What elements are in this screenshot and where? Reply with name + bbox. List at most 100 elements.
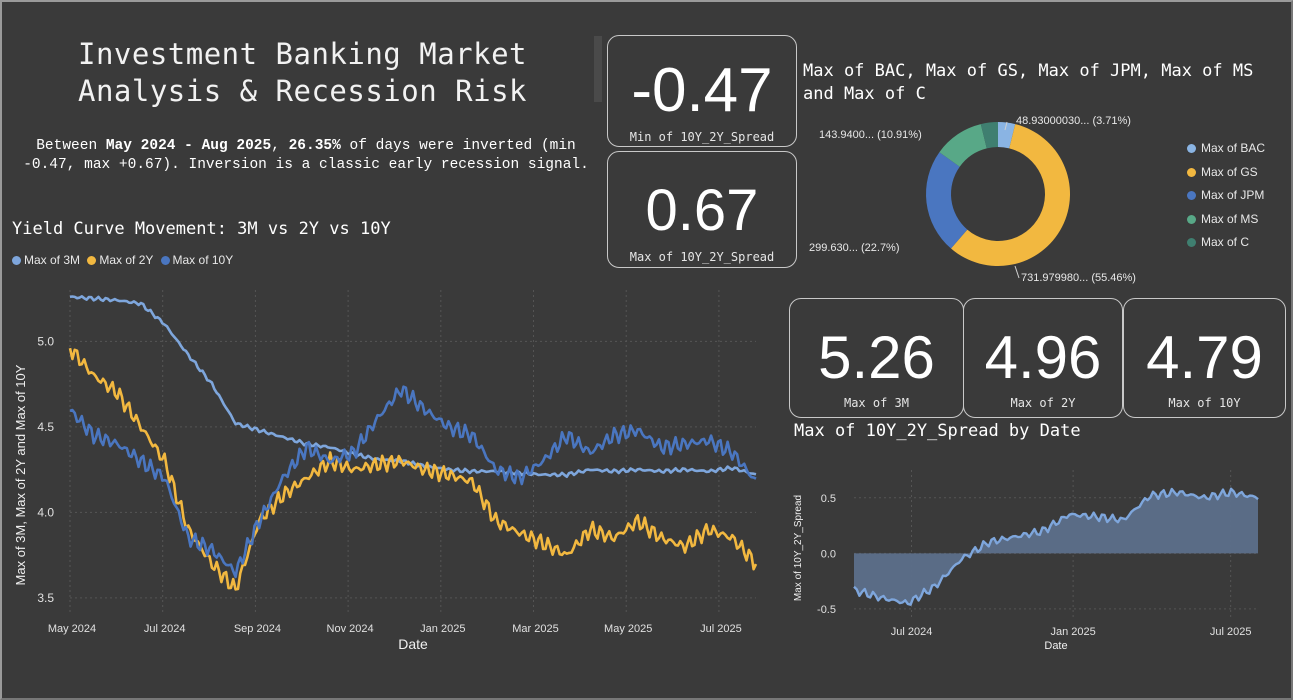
kpi-max-10y-value: 4.79: [1146, 324, 1263, 391]
yield-x-tick-label: May 2024: [48, 623, 96, 635]
donut-legend-dot: [1187, 144, 1196, 153]
yield-x-ticks: May 2024 Jul 2024 Sep 2024 Nov 2024 Jan 2025…: [48, 623, 742, 635]
summary-period: May 2024 - Aug 2025: [105, 138, 272, 154]
donut-legend-item-jpm[interactable]: Max of JPM: [1187, 188, 1265, 202]
kpi-max-10y-label: Max of 10Y: [1168, 396, 1241, 410]
donut-legend-label: Max of C: [1201, 235, 1250, 249]
yield-y-tick-label: 5.0: [37, 334, 54, 348]
donut-legend-dot: [1187, 167, 1196, 177]
yield-x-tick-label: Nov 2024: [327, 623, 374, 635]
yield-grid: [69, 290, 756, 615]
kpi-min-spread-label: Min of 10Y_2Y_Spread: [629, 130, 775, 144]
yield-y-axis-label: Max of 3M, Max of 2Y and Max of 10Y: [13, 364, 28, 585]
yield-x-tick-label: Jan 2025: [420, 623, 465, 635]
legend-item-10y[interactable]: Max of 10Y: [160, 253, 234, 267]
kpi-max-spread-value: 0.67: [645, 178, 759, 243]
yield-x-tick-label: Sep 2024: [234, 623, 281, 635]
spread-x-tick-label: Jan 2025: [1050, 626, 1095, 638]
yield-lines: [68, 295, 758, 591]
legend-label-3m: Max of 3M: [24, 253, 81, 267]
donut-legend-item-bac[interactable]: Max of BAC: [1187, 141, 1265, 155]
spread-x-tick-label: Jul 2024: [891, 626, 933, 638]
donut-slice-ms[interactable]: [939, 124, 987, 167]
yield-x-axis-label: Date: [398, 636, 428, 652]
donut-legend-item-gs[interactable]: Max of GS: [1187, 165, 1265, 179]
donut-legend-item-ms[interactable]: Max of MS: [1187, 212, 1265, 226]
legend-dot-3m: [12, 256, 21, 265]
kpi-max-2y-label: Max of 2Y: [1010, 396, 1076, 410]
spread-x-axis-label: Date: [1044, 640, 1067, 652]
donut-legend: Max of BAC Max of GS Max of JPM Max of MS Ma…: [1187, 141, 1265, 259]
donut-slices: [926, 122, 1070, 266]
slice-label-gs: 731.979980... (55.46%): [1021, 272, 1136, 284]
kpi-max-spread-label: Max of 10Y_2Y_Spread: [629, 250, 775, 264]
donut-chart-title: Max of BAC, Max of GS, Max of JPM, Max o…: [803, 61, 1254, 104]
donut-slice-gs[interactable]: [950, 124, 1070, 266]
spread-y-ticks: 0.5 0.0 -0.5: [817, 493, 836, 616]
kpi-max-10y-card[interactable]: 4.79 Max of 10Y: [1123, 298, 1286, 418]
summary-text-2: ,: [271, 138, 289, 154]
summary-text-1: Between: [36, 138, 106, 154]
donut-slice-bac[interactable]: [998, 122, 1016, 149]
kpi-max-3m-card[interactable]: 5.26 Max of 3M: [789, 298, 964, 418]
spread-y-axis-label: Max of 10Y_2Y_Spread: [793, 495, 804, 601]
spread-line[interactable]: [853, 487, 1259, 606]
kpi-max-3m-value: 5.26: [818, 324, 935, 391]
spread-y-tick-label: 0.0: [821, 548, 836, 560]
legend-dot-10y: [160, 256, 170, 265]
bank-stock-donut-chart[interactable]: 48.93000030... (3.71%) 143.9400... (10.9…: [790, 108, 1180, 286]
yield-x-tick-label: Jul 2024: [144, 623, 186, 635]
spread-y-tick-label: -0.5: [817, 604, 836, 616]
donut-legend-label: Max of MS: [1201, 211, 1259, 226]
donut-slice-jpm[interactable]: [926, 152, 968, 249]
legend-item-2y[interactable]: Max of 2Y: [87, 253, 153, 267]
donut-slice-c[interactable]: [980, 122, 998, 149]
spread-y-tick-label: 0.5: [821, 493, 836, 505]
spread-area-fill: [854, 488, 1258, 605]
legend-label-2y: Max of 2Y: [99, 253, 154, 267]
yield-chart-title: Yield Curve Movement: 3M vs 2Y vs 10Y: [12, 219, 391, 239]
yield-curve-chart[interactable]: 5.0 4.5 4.0 3.5 May 2024 Jul 2024 Sep 2024 Nov…: [0, 270, 780, 660]
yield-y-tick-label: 4.0: [37, 505, 54, 519]
legend-label-10y: Max of 10Y: [172, 253, 234, 267]
slice-label-jpm: 299.630... (22.7%): [809, 242, 900, 254]
spread-chart-title: Max of 10Y_2Y_Spread by Date: [794, 421, 1081, 441]
yield-line-2y[interactable]: [68, 347, 758, 591]
donut-legend-label: Max of GS: [1201, 164, 1258, 179]
yield-x-tick-label: Jul 2025: [700, 623, 742, 635]
inversion-summary: Between May 2024 - Aug 2025, 26.35% of d…: [20, 137, 592, 175]
slice-label-bac: 48.93000030... (3.71%): [1016, 115, 1131, 127]
kpi-max-2y-card[interactable]: 4.96 Max of 2Y: [963, 298, 1123, 418]
summary-text-3: of days were inverted (min -0.47, max +0…: [23, 138, 589, 173]
kpi-max-spread-card[interactable]: 0.67 Max of 10Y_2Y_Spread: [607, 151, 797, 268]
yield-line-3m[interactable]: [69, 295, 757, 478]
donut-legend-item-c[interactable]: Max of C: [1187, 235, 1265, 249]
label-leader-gs: [1014, 265, 1020, 279]
yield-y-tick-label: 3.5: [37, 591, 54, 605]
spread-area: [853, 487, 1259, 606]
legend-item-3m[interactable]: Max of 3M: [12, 253, 80, 267]
yield-y-tick-label: 4.5: [37, 420, 54, 434]
summary-percent: 26.35%: [288, 138, 341, 154]
donut-legend-label: Max of JPM: [1201, 188, 1265, 202]
title-divider: [594, 36, 602, 102]
kpi-max-2y-value: 4.96: [984, 324, 1102, 391]
spread-area-chart[interactable]: 0.5 0.0 -0.5 Jul 2024 Jan 2025 Jul 2025 Date…: [786, 445, 1286, 660]
spread-x-tick-label: Jul 2025: [1210, 626, 1252, 638]
kpi-min-spread-value: -0.47: [631, 56, 773, 125]
yield-chart-legend: Max of 3M Max of 2Y Max of 10Y: [12, 253, 233, 267]
donut-legend-label: Max of BAC: [1201, 141, 1266, 155]
yield-y-ticks: 5.0 4.5 4.0 3.5: [37, 334, 54, 605]
dashboard-title: Investment Banking Market Analysis & Rec…: [78, 37, 527, 108]
spread-x-ticks: Jul 2024 Jan 2025 Jul 2025: [891, 626, 1252, 638]
kpi-max-3m-label: Max of 3M: [843, 396, 910, 410]
donut-legend-dot: [1187, 238, 1196, 247]
yield-x-tick-label: May 2025: [604, 623, 652, 635]
donut-legend-dot: [1187, 214, 1196, 224]
yield-line-10y[interactable]: [69, 385, 757, 579]
yield-x-tick-label: Mar 2025: [512, 623, 558, 635]
kpi-min-spread-card[interactable]: -0.47 Min of 10Y_2Y_Spread: [607, 35, 797, 147]
legend-dot-2y: [87, 256, 97, 265]
slice-label-ms: 143.9400... (10.91%): [819, 129, 922, 141]
